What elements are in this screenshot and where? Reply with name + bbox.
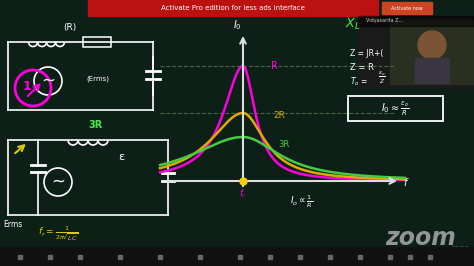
Text: Activate now: Activate now [391,6,423,11]
Text: 3R: 3R [278,140,289,149]
Text: Z = JR+(: Z = JR+( [350,49,383,58]
Text: (R): (R) [63,23,76,32]
Bar [358,16,474,26]
Text: $I_0$: $I_0$ [233,18,241,32]
Text: Vidyasarita Z...: Vidyasarita Z... [366,18,403,23]
Text: zoom: zoom [385,226,456,250]
Bar [0,247,474,266]
Bar [390,20,474,84]
Text: 1: 1 [23,80,32,93]
Text: Z = R: Z = R [350,63,374,72]
Text: Erms: Erms [3,220,22,229]
Text: $I_0 \approx \frac{\varepsilon_o}{R}$: $I_0 \approx \frac{\varepsilon_o}{R}$ [381,100,409,118]
Text: R: R [271,61,278,71]
Text: $f_r = \frac{1}{2\pi\sqrt{LC}}$: $f_r = \frac{1}{2\pi\sqrt{LC}}$ [38,225,78,243]
Text: $f$: $f$ [403,176,410,188]
Bar [415,58,449,83]
Text: $I_o \propto \frac{1}{R}$: $I_o \propto \frac{1}{R}$ [290,193,313,210]
Text: ε: ε [118,152,124,162]
Circle shape [418,31,446,59]
Text: (Erms): (Erms) [86,76,109,82]
Text: 3R: 3R [88,120,102,130]
Text: $X_L$: $X_L$ [345,17,360,32]
Text: $\frac{\varepsilon_o}{Z}$: $\frac{\varepsilon_o}{Z}$ [378,70,386,86]
Text: 10/10: 10/10 [451,245,469,250]
Bar [382,2,432,14]
Text: Activate Pro edition for less ads interface: Activate Pro edition for less ads interf… [161,6,305,11]
Text: $T_o$ =: $T_o$ = [350,76,368,89]
Bar [348,96,443,121]
Text: $f_r$: $f_r$ [239,188,247,201]
Bar [83,37,111,47]
Text: ~: ~ [51,173,65,191]
Bar [88,0,378,16]
Text: 2R: 2R [273,111,285,120]
Bar [358,16,474,88]
Text: ~: ~ [41,72,55,90]
